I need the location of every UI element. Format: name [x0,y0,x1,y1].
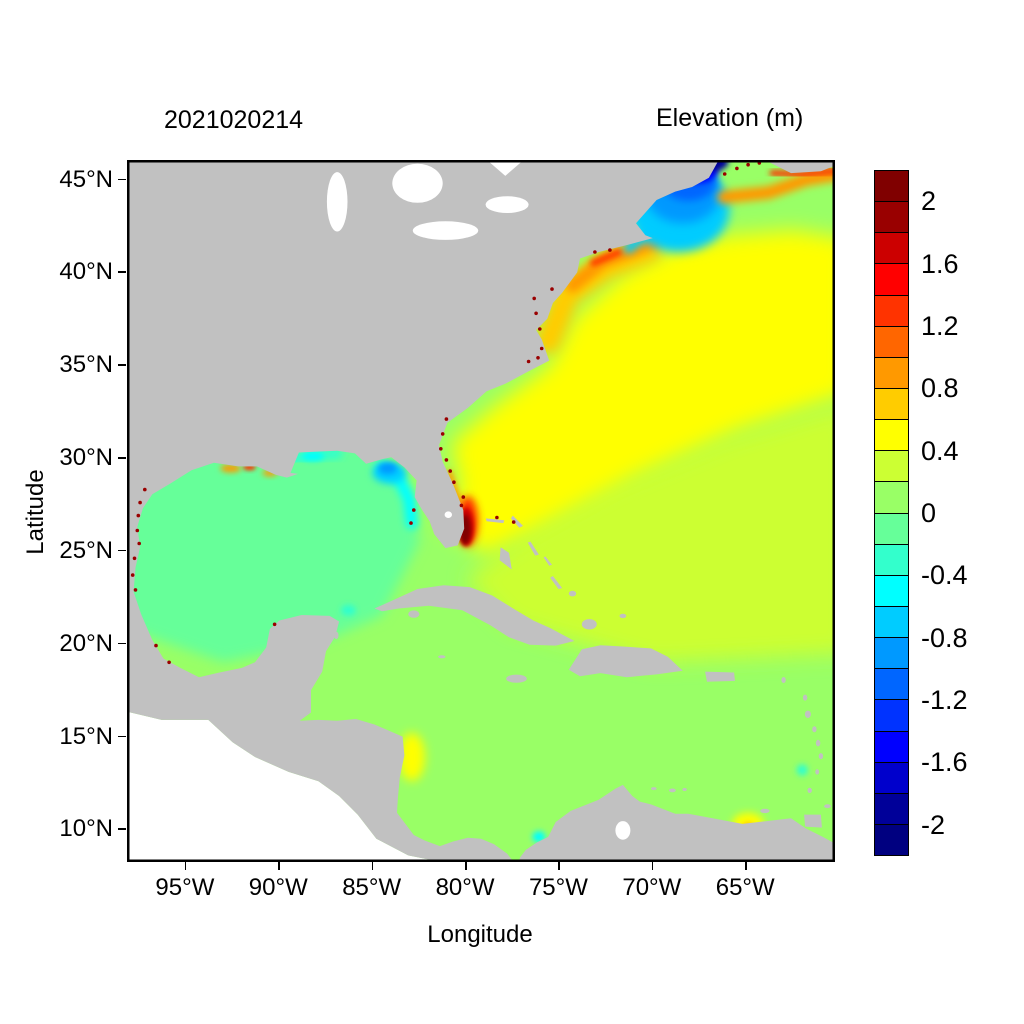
colorbar-segment [875,263,908,295]
y-tick [118,642,126,645]
colorbar-segment [875,232,908,264]
x-tick-label: 85°W [342,874,402,901]
coastal-speckles [130,161,762,665]
y-tick-label: 30°N [59,444,113,472]
y-tick [118,549,126,552]
y-tick-label: 10°N [59,815,113,843]
colorbar-tick-label: -2 [921,809,946,840]
y-tick-label: 35°N [59,351,113,379]
colorbar-segment [875,356,908,388]
pacific-mask [128,711,437,861]
y-tick-label: 20°N [59,629,113,657]
colorbar-segment [875,419,908,451]
x-axis-label: Longitude [427,921,533,948]
timestamp-title: 2021020214 [164,106,304,134]
x-tick [558,862,560,870]
colorbar-segment [875,823,908,856]
colorbar-tick-label: 0.4 [921,435,959,466]
y-tick-label: 15°N [59,722,113,750]
x-tick-label: 70°W [622,874,682,901]
x-tick [745,862,747,870]
colorbar-segment [875,171,908,202]
colorbar-segment [875,450,908,482]
y-tick [118,271,126,273]
y-tick [118,735,126,738]
x-tick-label: 75°W [528,874,588,901]
colorbar-segment [875,605,908,638]
lakes [326,161,631,840]
colorbar-segment [875,387,908,420]
colorbar-segment [875,325,908,357]
colorbar-segment [875,201,908,233]
y-tick-label: 45°N [59,165,113,193]
colorbar-tick-label: 0.8 [921,373,959,404]
colorbar-tick-label: 1.6 [921,248,959,279]
x-tick [371,862,374,870]
colorbar-segment [875,512,908,544]
colorbar-segment [875,637,908,669]
colorbar-tick-label: -1.2 [921,685,968,716]
x-tick-label: 90°W [248,874,308,901]
colorbar-tick-label: -1.6 [921,747,968,778]
y-tick [118,364,126,366]
colorbar-segment [875,574,908,606]
x-tick-label: 65°W [715,874,775,901]
x-tick-label: 95°W [155,874,215,901]
x-tick [465,862,467,870]
colorbar-segment [875,668,908,700]
colorbar-tick-label: 2 [921,186,937,217]
map-plot [127,160,835,862]
colorbar-segment [875,699,908,731]
colorbar-segment [875,543,908,575]
x-tick [184,862,187,870]
y-tick-label: 40°N [59,258,113,286]
y-tick [118,178,126,181]
y-tick-label: 25°N [59,536,113,564]
colorbar-tick-label: 0 [921,498,937,528]
colorbar-tick-label: -0.8 [921,622,968,653]
y-tick [118,828,126,830]
colorbar [874,170,909,856]
colorbar-segment [875,761,908,793]
colorbar-segment [875,294,908,326]
colorbar-segment [875,792,908,824]
colorbar-segment [875,481,908,513]
colorbar-segment [875,730,908,762]
x-tick-label: 80°W [435,874,495,901]
elevation-map [128,161,834,861]
colorbar-tick-label: 1.2 [921,310,959,341]
colorbar-title: Elevation (m) [656,104,804,132]
land [128,161,834,861]
x-tick [651,862,654,870]
colorbar-tick-label: -0.4 [921,560,968,591]
y-tick [118,457,126,459]
x-tick [278,862,280,870]
